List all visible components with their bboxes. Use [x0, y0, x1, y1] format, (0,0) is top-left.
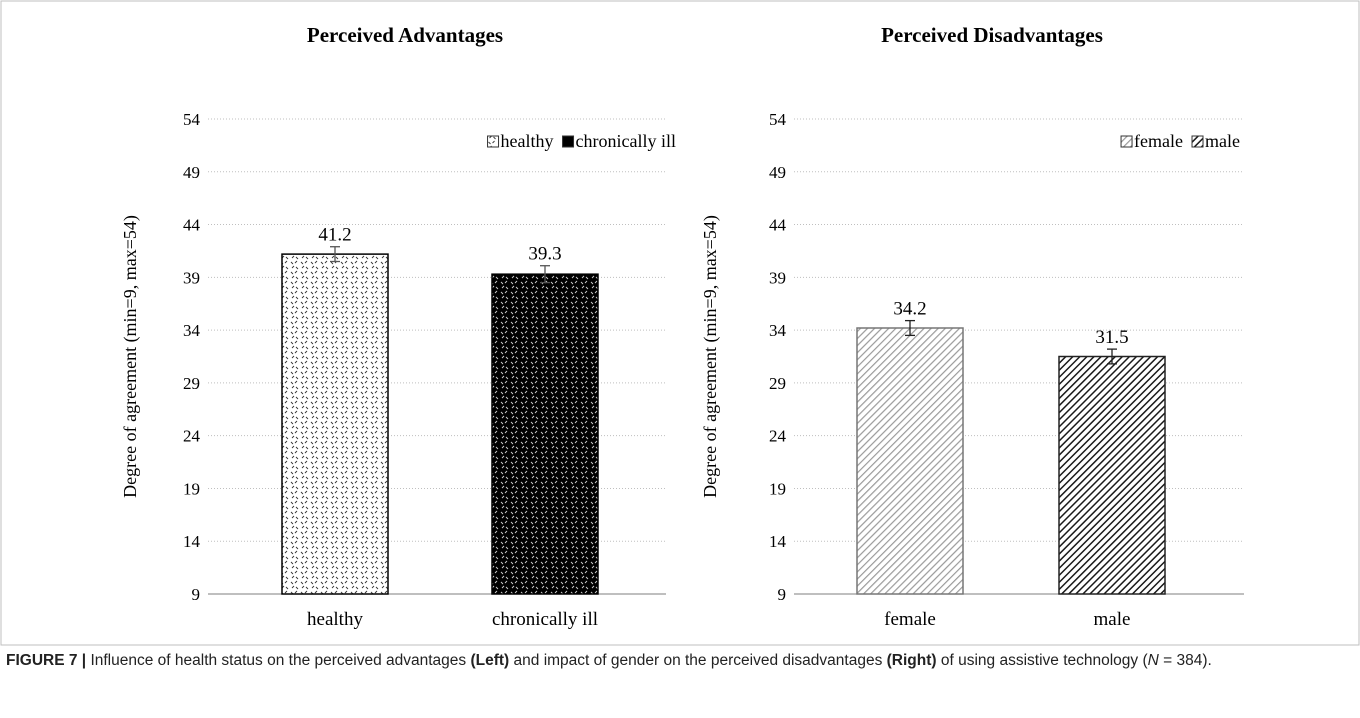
caption-label: FIGURE 7 | [6, 652, 87, 669]
y-tick-label: 9 [778, 585, 787, 604]
figure-border [0, 0, 1360, 646]
legend-swatch [562, 135, 575, 148]
y-tick-label: 29 [769, 374, 786, 393]
legend-swatch [1191, 135, 1204, 148]
bar-chronically-ill [491, 273, 599, 595]
y-tick-label: 19 [769, 479, 786, 498]
figure-caption: FIGURE 7 | Influence of health status on… [6, 650, 1350, 671]
legend-label: healthy [501, 131, 554, 151]
bar-healthy [281, 253, 389, 595]
y-tick-label: 54 [183, 110, 201, 129]
category-label: healthy [307, 609, 363, 630]
y-tick-label: 39 [183, 268, 200, 287]
caption-text-1: Influence of health status on the percei… [86, 652, 471, 669]
caption-text-2: and impact of gender on the perceived di… [509, 652, 887, 669]
data-label: 39.3 [528, 244, 561, 265]
category-label: male [1094, 609, 1131, 630]
legend: healthy chronically ill [487, 131, 676, 151]
y-tick-label: 19 [183, 479, 200, 498]
legend-swatch [1120, 135, 1133, 148]
category-label: chronically ill [492, 609, 598, 630]
caption-left: (Left) [470, 652, 510, 669]
data-label: 41.2 [318, 225, 351, 246]
legend: female male [1120, 131, 1240, 151]
y-tick-label: 14 [769, 532, 787, 551]
caption-right: (Right) [886, 652, 937, 669]
y-tick-label: 24 [769, 427, 787, 446]
caption-n: N [1147, 652, 1159, 669]
y-tick-label: 34 [183, 321, 201, 340]
legend-label: male [1205, 131, 1240, 151]
y-tick-label: 49 [183, 163, 200, 182]
chart-title-disadvantages: Perceived Disadvantages [881, 23, 1103, 47]
legend-label: chronically ill [576, 131, 676, 151]
y-tick-label: 44 [769, 216, 787, 235]
y-axis-label: Degree of agreement (min=9, max=54) [120, 215, 141, 498]
y-tick-label: 14 [183, 532, 201, 551]
chart-title-advantages: Perceived Advantages [307, 23, 503, 47]
chart-perceived-disadvantages: Perceived Disadvantages 9 14 19 24 29 34 39 44 49… [700, 23, 1244, 630]
y-tick-label: 44 [183, 216, 201, 235]
y-tick-label: 29 [183, 374, 200, 393]
bar-male [1058, 355, 1166, 595]
chart-perceived-advantages: Perceived Advantages 9 14 19 24 29 34 39 44 49 54 D… [120, 23, 676, 630]
data-label: 31.5 [1095, 327, 1128, 348]
caption-text-3: of using assistive technology ( [936, 652, 1148, 669]
category-label: female [884, 609, 936, 630]
data-label: 34.2 [893, 299, 926, 320]
legend-swatch [487, 135, 500, 148]
bar-female [856, 327, 964, 595]
y-tick-label: 54 [769, 110, 787, 129]
caption-text-4: = 384). [1158, 652, 1212, 669]
y-tick-label: 24 [183, 427, 201, 446]
legend-label: female [1134, 131, 1183, 151]
y-tick-label: 39 [769, 268, 786, 287]
y-tick-label: 34 [769, 321, 787, 340]
y-axis-label: Degree of agreement (min=9, max=54) [700, 215, 721, 498]
y-tick-label: 9 [192, 585, 201, 604]
y-tick-label: 49 [769, 163, 786, 182]
